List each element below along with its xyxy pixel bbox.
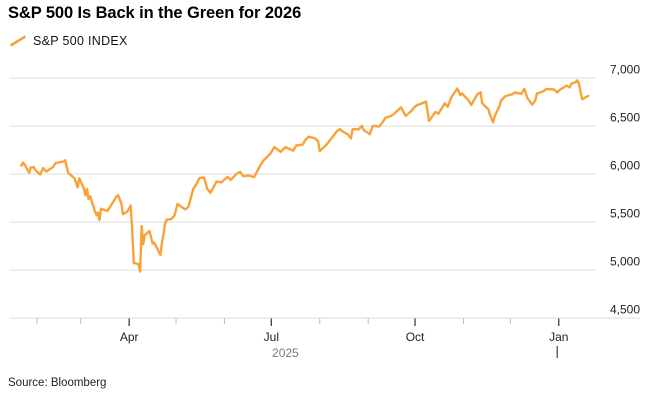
legend: S&P 500 INDEX xyxy=(10,34,128,48)
x-axis-label: Jul xyxy=(264,330,279,344)
price-line xyxy=(20,79,590,273)
y-axis-label: 6,000 xyxy=(610,159,640,173)
year-label: 2025 xyxy=(272,346,299,360)
x-axis-label: Oct xyxy=(406,330,425,344)
series-line-swatch-icon xyxy=(10,35,26,47)
y-axis-label: 6,500 xyxy=(610,111,640,125)
y-axis-label: 4,500 xyxy=(610,303,640,317)
series-line-swatch-stroke xyxy=(10,35,26,47)
y-axis-label: 5,000 xyxy=(610,255,640,269)
chart-title: S&P 500 Is Back in the Green for 2026 xyxy=(8,4,302,22)
y-axis-label: 7,000 xyxy=(610,63,640,77)
legend-series-label: S&P 500 INDEX xyxy=(33,34,128,48)
x-axis-label: Jan xyxy=(549,330,568,344)
source-note: Source: Bloomberg xyxy=(8,377,107,389)
y-axis-label: 5,500 xyxy=(610,207,640,221)
x-axis-label: Apr xyxy=(120,330,139,344)
